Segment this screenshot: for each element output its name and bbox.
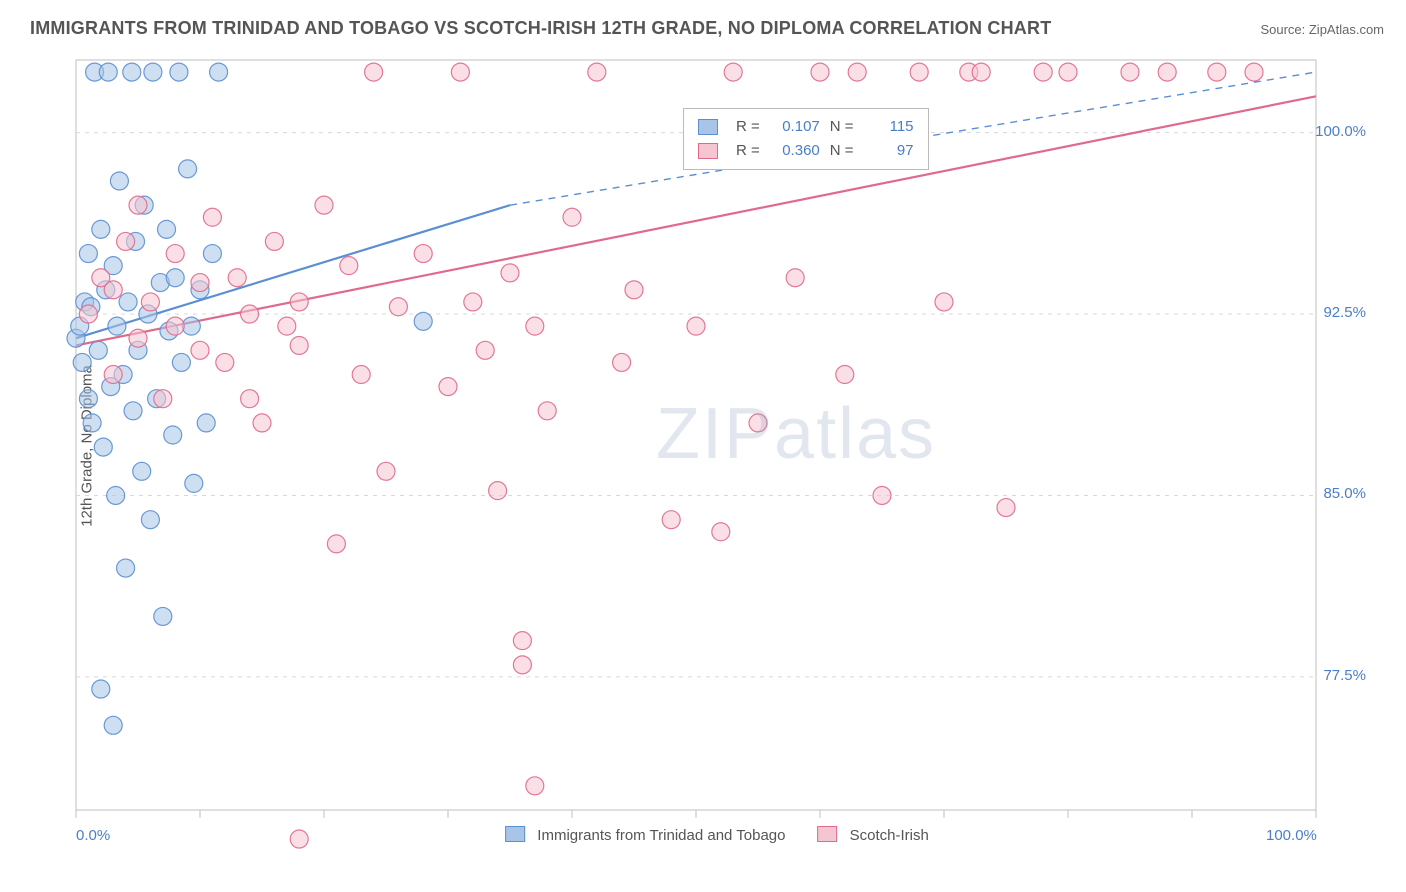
stats-row-series-1: R = 0.360 N = 97 — [698, 139, 914, 163]
xtick-label: 0.0% — [76, 827, 110, 844]
source-attribution: Source: ZipAtlas.com — [1260, 22, 1384, 37]
legend-label-0: Immigrants from Trinidad and Tobago — [537, 827, 785, 844]
scatter-svg — [58, 50, 1376, 850]
swatch-series-0 — [698, 119, 718, 135]
ytick-label: 100.0% — [1315, 123, 1366, 140]
chart-title: IMMIGRANTS FROM TRINIDAD AND TOBAGO VS S… — [30, 18, 1051, 39]
n-label: N = — [830, 115, 854, 139]
legend-swatch-0 — [505, 826, 525, 842]
stats-row-series-0: R = 0.107 N = 115 — [698, 115, 914, 139]
ytick-label: 77.5% — [1323, 667, 1366, 684]
xtick-label: 100.0% — [1266, 827, 1317, 844]
legend-bottom: Immigrants from Trinidad and Tobago Scot… — [505, 826, 929, 844]
r-label: R = — [736, 139, 760, 163]
chart-container: IMMIGRANTS FROM TRINIDAD AND TOBAGO VS S… — [0, 0, 1406, 892]
r-value-0: 0.107 — [770, 115, 820, 139]
legend-item-0: Immigrants from Trinidad and Tobago — [505, 826, 785, 844]
n-value-0: 115 — [864, 115, 914, 139]
plot-area: ZIPatlas R = 0.107 N = 115 R = 0.360 N =… — [58, 50, 1376, 850]
r-value-1: 0.360 — [770, 139, 820, 163]
swatch-series-1 — [698, 143, 718, 159]
n-value-1: 97 — [864, 139, 914, 163]
ytick-label: 85.0% — [1323, 485, 1366, 502]
r-label: R = — [736, 115, 760, 139]
ytick-label: 92.5% — [1323, 304, 1366, 321]
correlation-stats-box: R = 0.107 N = 115 R = 0.360 N = 97 — [683, 108, 929, 170]
legend-swatch-1 — [817, 826, 837, 842]
legend-label-1: Scotch-Irish — [850, 827, 929, 844]
n-label: N = — [830, 139, 854, 163]
legend-item-1: Scotch-Irish — [817, 826, 928, 844]
